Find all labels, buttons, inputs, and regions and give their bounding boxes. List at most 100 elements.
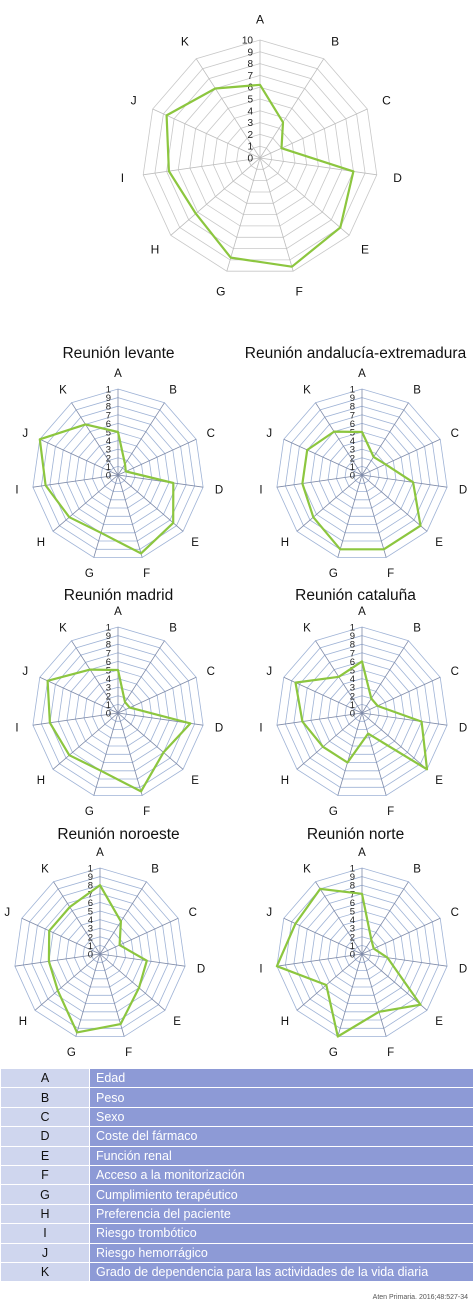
- tick-label: 2: [106, 691, 111, 702]
- legend-code: H: [0, 1203, 90, 1225]
- axis-spoke: [283, 917, 363, 955]
- tick-label: 9: [106, 631, 111, 642]
- tick-label: 3: [106, 683, 111, 694]
- grid-ring: [284, 876, 440, 1029]
- axis-spoke: [259, 108, 368, 159]
- grid-ring: [310, 901, 414, 1004]
- axis-spoke: [361, 640, 409, 714]
- tick-label: 6: [350, 657, 355, 668]
- tick-label: 0: [106, 471, 111, 482]
- axis-label-G: G: [329, 806, 338, 818]
- axis-label-B: B: [169, 622, 177, 634]
- tick-label: 9: [106, 393, 111, 404]
- grid-ring: [327, 678, 397, 747]
- axis-spoke: [361, 712, 448, 726]
- grid-ring: [293, 405, 431, 542]
- axis-spoke: [170, 157, 261, 236]
- grid-ring: [32, 388, 204, 558]
- grid-ring: [74, 927, 126, 980]
- tick-label: 2: [106, 453, 111, 464]
- legend-label: Peso: [89, 1087, 474, 1108]
- tick-label: 5: [247, 95, 253, 106]
- tick-label: 10: [242, 36, 254, 47]
- axis-label-J: J: [22, 666, 28, 678]
- axis-label-C: C: [451, 907, 459, 919]
- axis-spoke: [117, 712, 184, 770]
- tick-label: 8: [350, 402, 355, 413]
- axis-spoke: [21, 917, 101, 955]
- axis-spoke: [71, 640, 119, 714]
- axis-label-F: F: [387, 1047, 394, 1059]
- axis-label-G: G: [329, 1047, 338, 1059]
- grid-ring: [301, 652, 423, 772]
- axis-spoke: [361, 676, 441, 714]
- tick-label: 5: [350, 666, 355, 677]
- grid-ring: [32, 626, 204, 796]
- axis-label-A: A: [256, 12, 264, 26]
- grid-ring: [31, 884, 169, 1021]
- legend-label: Edad: [89, 1067, 474, 1089]
- axis-spoke: [259, 58, 325, 159]
- tick-label: 5: [106, 666, 111, 677]
- axis-label-C: C: [451, 428, 459, 440]
- axis-label-G: G: [85, 806, 94, 818]
- tick-label: 2: [88, 932, 93, 943]
- grid-ring: [189, 86, 331, 227]
- tick-label: 7: [350, 410, 355, 421]
- tick-label: 1: [106, 700, 111, 711]
- tick-label: 1: [350, 385, 355, 396]
- series-line: [46, 668, 192, 793]
- axis-label-D: D: [215, 723, 223, 735]
- grid-ring: [142, 39, 378, 272]
- axis-label-K: K: [59, 384, 67, 396]
- axis-label-D: D: [459, 485, 467, 497]
- axis-label-H: H: [151, 242, 160, 256]
- axis-spoke: [99, 953, 166, 1011]
- axis-spoke: [361, 474, 428, 532]
- tick-label: 9: [88, 872, 93, 883]
- axis-spoke: [361, 917, 441, 955]
- tick-label: 2: [350, 453, 355, 464]
- grid-ring: [353, 465, 371, 484]
- series-line: [294, 660, 429, 771]
- axis-label-F: F: [143, 806, 150, 818]
- grid-ring: [57, 652, 179, 772]
- tick-label: 0: [350, 709, 355, 720]
- axis-spoke: [53, 881, 101, 955]
- tick-label: 7: [106, 648, 111, 659]
- axis-label-H: H: [19, 1016, 27, 1028]
- axis-spoke: [71, 402, 119, 476]
- axis-label-K: K: [181, 34, 189, 48]
- legend-code: I: [0, 1223, 90, 1244]
- grid-ring: [336, 927, 388, 980]
- axis-label-D: D: [393, 171, 402, 185]
- tick-label: 0: [88, 950, 93, 961]
- legend-code: D: [0, 1126, 90, 1147]
- tick-label: 5: [350, 907, 355, 918]
- axis-label-D: D: [197, 964, 205, 976]
- tick-label: 4: [247, 106, 253, 117]
- grid-ring: [177, 74, 343, 238]
- axis-label-B: B: [169, 384, 177, 396]
- grid-ring: [301, 893, 423, 1013]
- grid-ring: [40, 397, 196, 550]
- grid-ring: [154, 51, 366, 261]
- axis-spoke: [337, 712, 363, 796]
- legend-row: K Grado de dependencia para las actividad…: [0, 1261, 474, 1283]
- axis-label-I: I: [259, 964, 262, 976]
- tick-label: 1: [88, 864, 93, 875]
- axis-label-H: H: [37, 775, 45, 787]
- chart-title-cataluna: Reunión cataluña: [295, 587, 416, 604]
- axis-spoke: [361, 712, 428, 770]
- series-line: [165, 83, 355, 268]
- chart-title-norte: Reunión norte: [306, 826, 405, 843]
- legend-row: E Función renal: [0, 1145, 474, 1166]
- axis-label-H: H: [37, 537, 45, 549]
- axis-label-K: K: [303, 622, 311, 634]
- legend-label: Acceso a la monitorización: [89, 1164, 474, 1186]
- axis-label-A: A: [96, 847, 104, 859]
- legend-code: E: [0, 1145, 90, 1166]
